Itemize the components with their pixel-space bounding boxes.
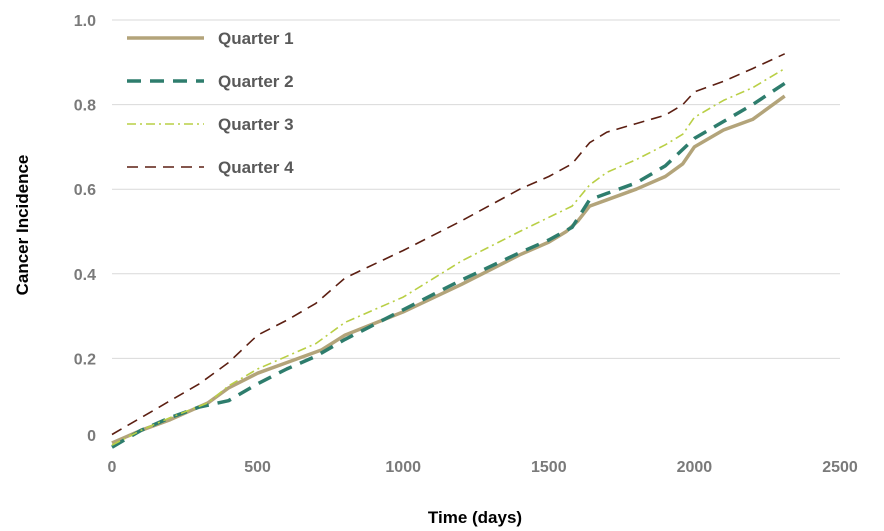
series-line	[111, 81, 786, 449]
series-line	[111, 67, 786, 446]
series-line	[111, 53, 786, 436]
tick-labels: 0 0.2 0.4 0.6 0.8 1.0 0 500 1000 1500 2000 2500	[74, 13, 858, 476]
legend-label: Quarter 1	[218, 29, 294, 48]
y-tick-label: 1.0	[74, 13, 96, 30]
y-axis-label: Cancer Incidence	[13, 155, 32, 296]
y-tick-label: 0.6	[74, 182, 96, 199]
x-tick-label: 2500	[822, 459, 858, 476]
x-tick-label: 1000	[385, 459, 421, 476]
x-axis-label: Time (days)	[428, 508, 522, 527]
grid-lines	[112, 19, 840, 359]
legend-label: Quarter 3	[218, 115, 294, 134]
y-tick-label: 0.4	[74, 267, 96, 284]
y-tick-label: 0.2	[74, 351, 96, 368]
y-tick-label: 0	[87, 428, 96, 445]
y-tick-label: 0.8	[74, 98, 96, 115]
x-tick-label: 1500	[531, 459, 567, 476]
x-tick-label: 2000	[677, 459, 713, 476]
legend: Quarter 1 Quarter 2 Quarter 3 Quarter 4	[127, 29, 294, 177]
series-lines	[111, 53, 786, 449]
series-line	[111, 94, 786, 445]
x-tick-label: 500	[244, 459, 271, 476]
x-tick-label: 0	[108, 459, 117, 476]
legend-label: Quarter 2	[218, 72, 294, 91]
legend-label: Quarter 4	[218, 158, 294, 177]
